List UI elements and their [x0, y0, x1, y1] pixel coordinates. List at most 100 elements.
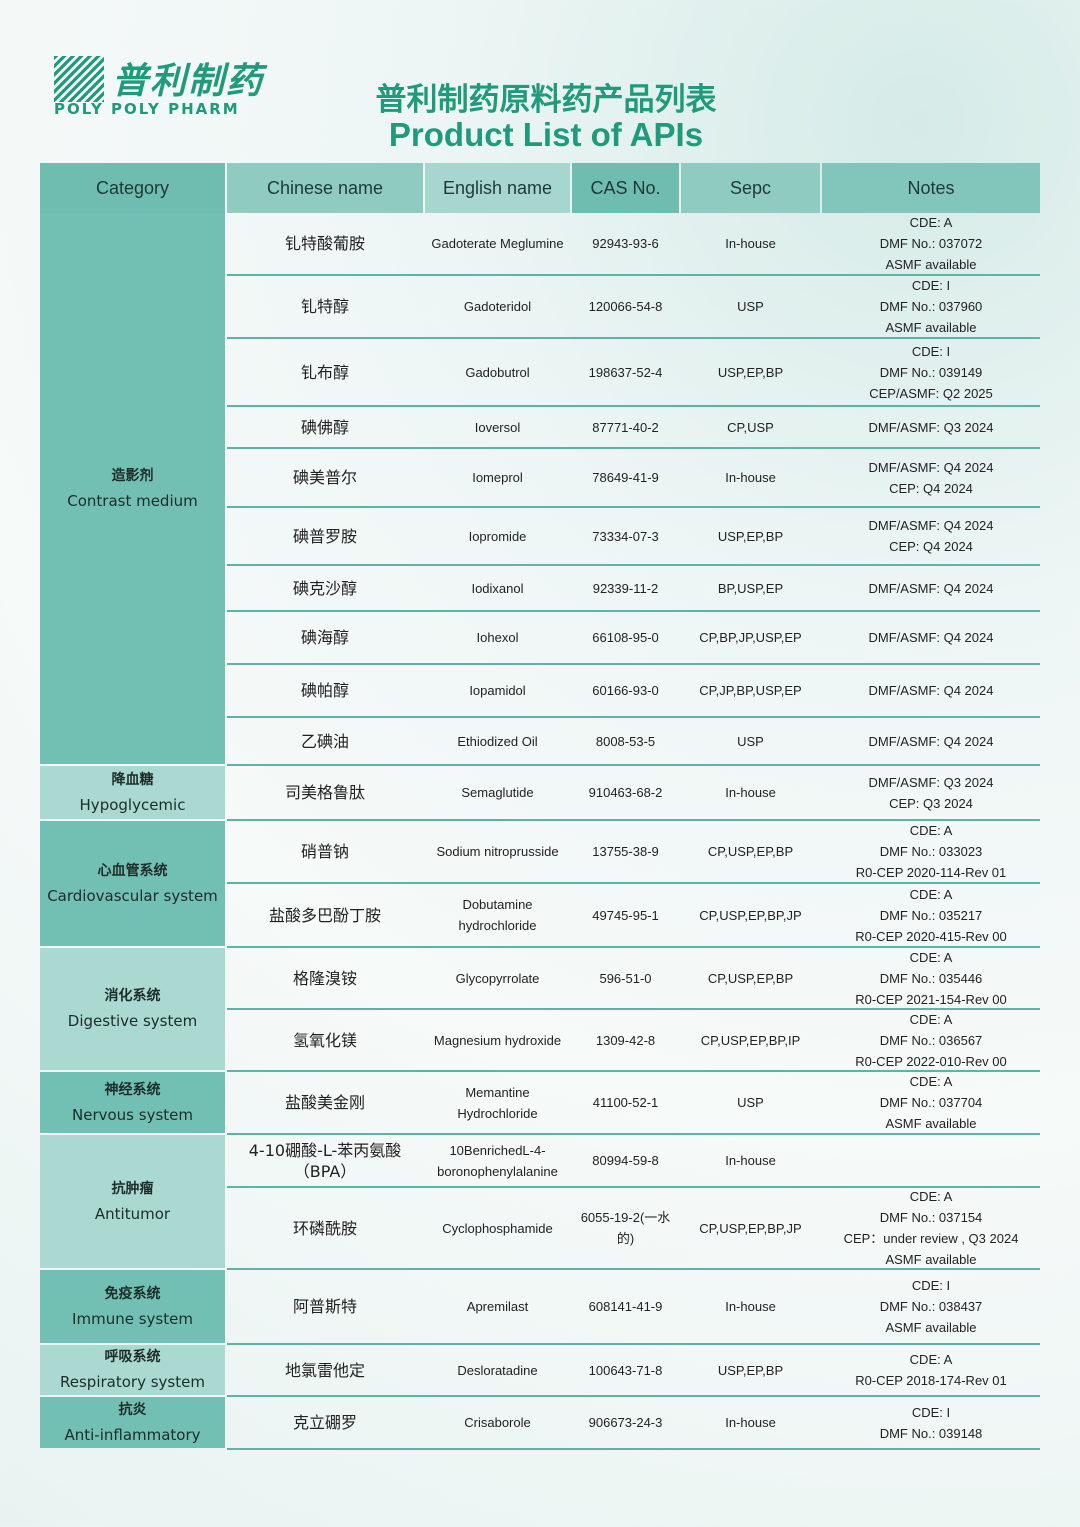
table-row: 钆特醇 Gadoteridol 120066-54-8 USP CDE: I DMF N…: [227, 276, 1040, 339]
cas-number-cell: 6055-19-2(一水 的): [580, 1210, 671, 1246]
cas-number-cell: 8008-53-5: [595, 733, 656, 749]
logo-mark-icon: [54, 56, 104, 102]
chinese-name-cell: 阿普斯特: [292, 1297, 357, 1316]
spec-cell: CP,USP,EP,BP: [707, 844, 794, 859]
notes-cell: CDE: A DMF No.: 037704 ASMF available: [879, 1074, 983, 1131]
english-name-cell: Gadoterate Meglumine: [431, 236, 564, 251]
table-row: 氢氧化镁 Magnesium hydroxide 1309-42-8 CP,USP,E…: [227, 1010, 1040, 1072]
column-header-english-name: English name: [425, 163, 570, 213]
category-cell: 抗炎 Anti-inflammatory: [40, 1397, 225, 1448]
chinese-name-cell: 格隆溴铵: [292, 968, 357, 988]
notes-cell: CDE: A DMF No.: 035446 R0-CEP 2021-154-R…: [855, 949, 1007, 1007]
spec-cell: CP,USP,EP,BP,JP: [699, 1220, 802, 1236]
chinese-name-cell: 氢氧化镁: [292, 1030, 357, 1050]
notes-cell: CDE: I DMF No.: 038437 ASMF available: [879, 1278, 983, 1335]
spec-cell: CP,USP,EP,BP,IP: [700, 1032, 801, 1048]
category-chinese: 降血糖: [111, 771, 154, 788]
notes-cell: DMF/ASMF: Q4 2024: [868, 580, 994, 596]
table-row: 钆特酸葡胺 Gadoterate Meglumine 92943-93-6 In-ho…: [227, 213, 1040, 276]
english-name-cell: Gadobutrol: [465, 364, 530, 380]
notes-cell: DMF/ASMF: Q4 2024: [868, 733, 994, 749]
notes-cell: DMF/ASMF: Q4 2024: [868, 630, 994, 645]
english-name-cell: Sodium nitroprusside: [436, 844, 559, 859]
spec-cell: CP,USP,EP,BP,JP: [699, 907, 802, 923]
chinese-name-cell: 乙碘油: [300, 731, 349, 751]
notes-cell: CDE: A DMF No.: 036567 R0-CEP 2022-010-R…: [855, 1011, 1007, 1069]
cas-number-cell: 87771-40-2: [592, 419, 659, 435]
spec-cell: USP,EP,BP: [717, 364, 784, 380]
spec-cell: BP,USP,EP: [717, 580, 784, 596]
english-name-cell: Gadoteridol: [463, 299, 532, 314]
cas-number-cell: 910463-68-2: [588, 785, 663, 800]
english-name-cell: Iohexol: [476, 630, 519, 645]
category-chinese: 免疫系统: [104, 1285, 161, 1302]
spec-cell: In-house: [725, 236, 776, 251]
spec-cell: USP: [737, 299, 764, 314]
table-row: 格隆溴铵 Glycopyrrolate 596-51-0 CP,USP,EP,BP CD…: [227, 948, 1040, 1010]
english-name-cell: Magnesium hydroxide: [433, 1032, 562, 1048]
category-chinese: 消化系统: [104, 988, 161, 1004]
notes-cell: CDE: A DMF No.: 033023 R0-CEP 2020-114-R…: [855, 823, 1007, 880]
category-cell: 造影剂 Contrast medium: [40, 213, 225, 764]
table-row: 克立硼罗 Crisaborole 906673-24-3 In-house CDE: I…: [227, 1397, 1040, 1450]
table-row: 4-10硼酸-L-苯丙氨酸 （BPA） 10BenrichedL-4- boron…: [227, 1135, 1040, 1188]
notes-cell: CDE: A DMF No.: 037154 CEP：under review …: [843, 1189, 1019, 1267]
notes-cell: DMF/ASMF: Q3 2024: [868, 419, 994, 435]
category-english: Nervous system: [72, 1105, 193, 1124]
english-name-cell: Iopamidol: [469, 683, 526, 698]
column-header-cas-no: CAS No.: [572, 163, 679, 213]
chinese-name-cell: 钆特醇: [300, 297, 349, 316]
spec-cell: USP,EP,BP: [717, 528, 784, 544]
chinese-name-cell: 4-10硼酸-L-苯丙氨酸 （BPA）: [248, 1140, 402, 1181]
notes-cell: DMF/ASMF: Q4 2024 CEP: Q4 2024: [868, 518, 994, 554]
cas-number-cell: 596-51-0: [599, 970, 652, 986]
category-english: Anti-inflammatory: [64, 1425, 201, 1444]
column-header-notes: Notes: [822, 163, 1040, 213]
english-name-cell: Semaglutide: [461, 785, 534, 800]
spec-cell: USP: [737, 1095, 764, 1110]
spec-cell: USP,EP,BP: [717, 1362, 784, 1378]
spec-cell: CP,BP,JP,USP,EP: [699, 630, 802, 645]
english-name-cell: Crisaborole: [464, 1415, 531, 1430]
cas-number-cell: 13755-38-9: [592, 844, 659, 859]
chinese-name-cell: 碘普罗胺: [292, 526, 357, 546]
cas-number-cell: 92339-11-2: [592, 580, 659, 596]
cas-number-cell: 100643-71-8: [588, 1362, 663, 1378]
logo-english: POLY POLY PHARM: [54, 100, 240, 118]
english-name-cell: Dobutamine hydrochloride: [458, 897, 537, 933]
table-row: 碘美普尔 Iomeprol 78649-41-9 In-house DMF/ASMF: …: [227, 449, 1040, 508]
table-row: 碘普罗胺 Iopromide 73334-07-3 USP,EP,BP DMF/ASMF…: [227, 508, 1040, 566]
chinese-name-cell: 司美格鲁肽: [284, 783, 365, 802]
chinese-name-cell: 碘美普尔: [292, 468, 357, 487]
notes-cell: CDE: I DMF No.: 039148: [879, 1404, 983, 1441]
column-header-category: Category: [40, 163, 225, 213]
category-chinese: 抗肿瘤: [111, 1180, 154, 1197]
chinese-name-cell: 克立硼罗: [292, 1413, 357, 1432]
table-row: 碘佛醇 Ioversol 87771-40-2 CP,USP DMF/ASMF: Q3 …: [227, 407, 1040, 449]
english-name-cell: Iopromide: [468, 528, 527, 544]
cas-number-cell: 906673-24-3: [588, 1415, 663, 1430]
table-row: 环磷酰胺 Cyclophosphamide 6055-19-2(一水 的) CP,US…: [227, 1188, 1040, 1270]
english-name-cell: Memantine Hydrochloride: [457, 1084, 538, 1121]
notes-cell: CDE: I DMF No.: 039149 CEP/ASMF: Q2 2025: [869, 343, 993, 401]
chinese-name-cell: 碘佛醇: [300, 417, 349, 437]
spec-cell: CP,USP,EP,BP: [707, 970, 794, 986]
chinese-name-cell: 碘克沙醇: [292, 578, 357, 598]
cas-number-cell: 92943-93-6: [592, 236, 659, 251]
category-cell: 抗肿瘤 Antitumor: [40, 1135, 225, 1268]
page-title-english: Product List of APIs: [388, 116, 704, 153]
cas-number-cell: 41100-52-1: [592, 1095, 659, 1110]
table-row: 盐酸多巴酚丁胺 Dobutamine hydrochloride 49745-95-…: [227, 884, 1040, 948]
cas-number-cell: 73334-07-3: [592, 528, 659, 544]
logo-chinese: 普利制药: [112, 60, 265, 102]
cas-number-cell: 80994-59-8: [592, 1153, 659, 1168]
chinese-name-cell: 地氯雷他定: [284, 1360, 365, 1380]
category-chinese: 心血管系统: [97, 862, 168, 879]
table-row: 碘海醇 Iohexol 66108-95-0 CP,BP,JP,USP,EP DMF/A…: [227, 612, 1040, 665]
table-row: 碘帕醇 Iopamidol 60166-93-0 CP,JP,BP,USP,EP DMF…: [227, 665, 1040, 718]
category-english: Antitumor: [94, 1204, 171, 1223]
table-row: 硝普钠 Sodium nitroprusside 13755-38-9 CP,USP,…: [227, 821, 1040, 884]
category-english: Contrast medium: [67, 491, 198, 510]
category-chinese: 呼吸系统: [104, 1349, 161, 1365]
notes-cell: CDE: A DMF No.: 035217 R0-CEP 2020-415-R…: [855, 886, 1007, 944]
